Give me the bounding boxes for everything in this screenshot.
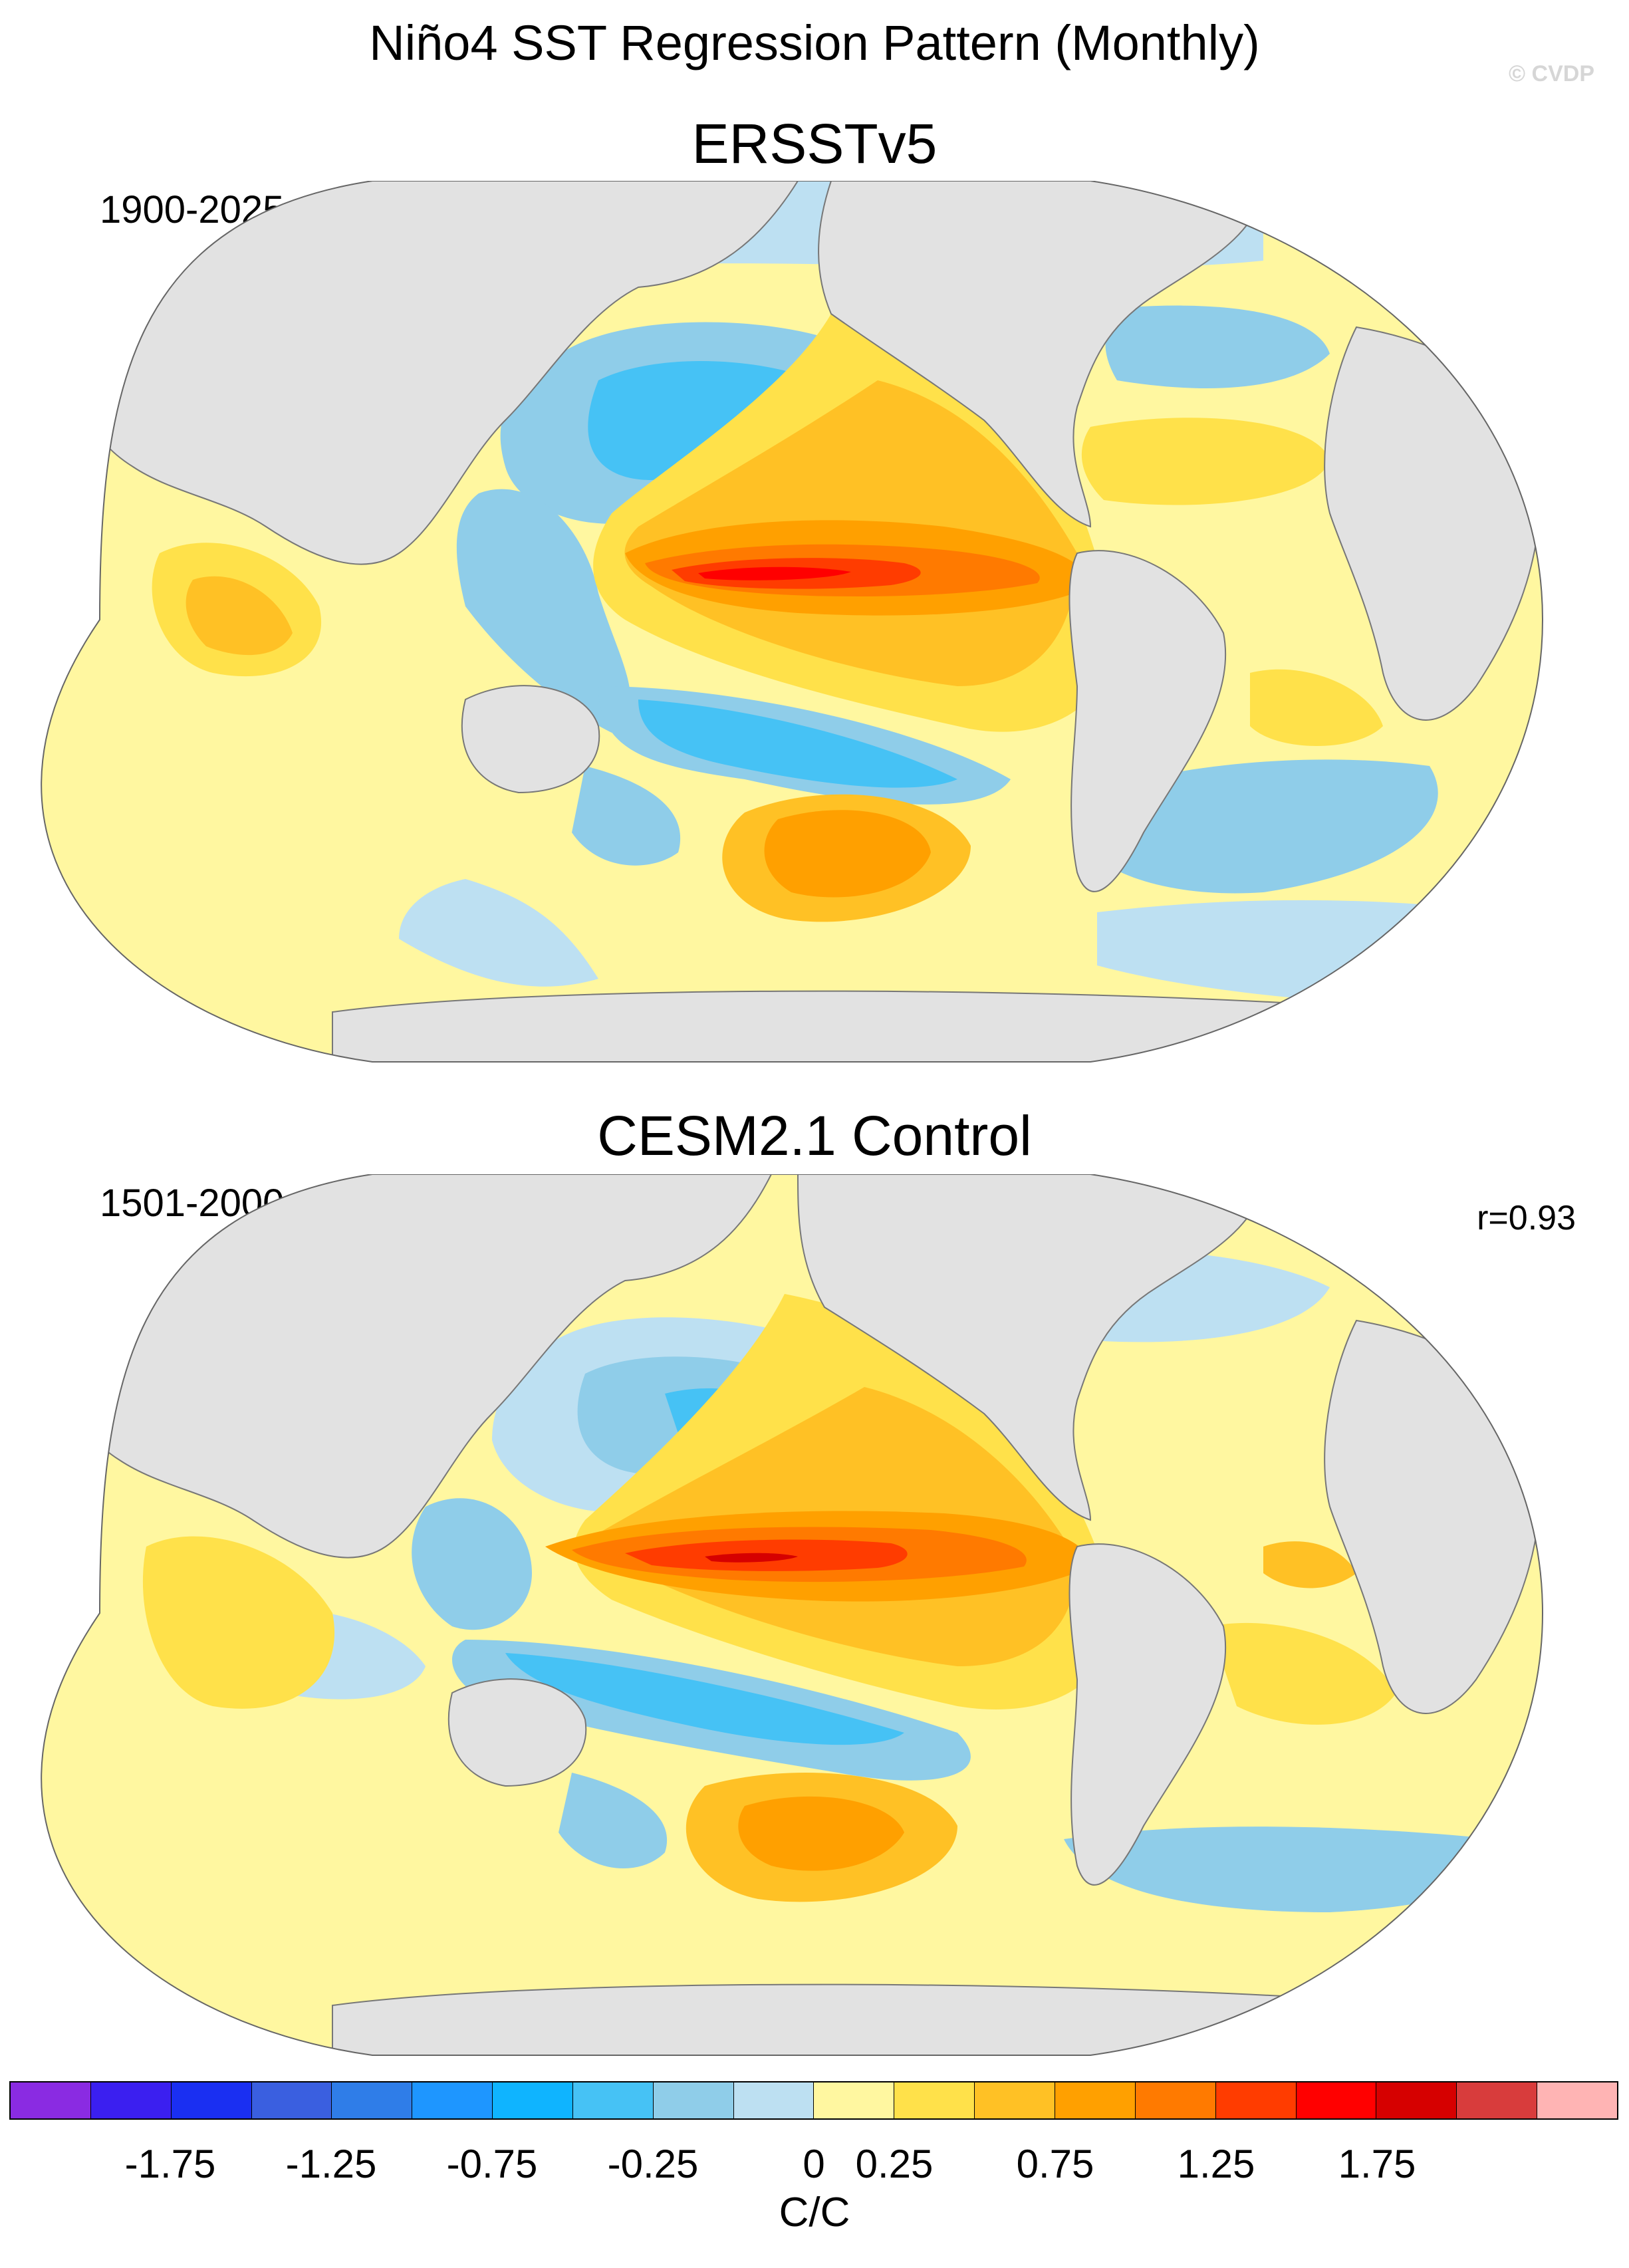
antarctica	[332, 990, 1330, 1062]
colorbar-tick-label: -1.25	[285, 2142, 377, 2186]
southern-ocean-cool	[1064, 1827, 1501, 1912]
colorbar-segment	[975, 2082, 1055, 2118]
colorbar-segment	[251, 2082, 332, 2118]
colorbar-segment	[493, 2082, 573, 2118]
colorbar-segment	[1457, 2082, 1538, 2118]
indian-southern-cool	[399, 879, 598, 987]
australia	[447, 1678, 587, 1787]
colorbar-segment	[412, 2082, 493, 2118]
map-outline	[41, 181, 1544, 1063]
north-atlantic-cool	[1105, 305, 1330, 388]
south-america	[1068, 550, 1227, 892]
land-masses	[79, 181, 1543, 1062]
indian-ocean-warm-core	[186, 576, 293, 656]
colorbar-segment	[894, 2082, 975, 2118]
south-atlantic-warm	[1210, 1622, 1396, 1725]
colorbar-segment	[1376, 2082, 1457, 2118]
colorbar-segment	[733, 2082, 814, 2118]
colorbar-segment	[572, 2082, 654, 2118]
colorbar-segment	[332, 2082, 413, 2118]
colorbar-tick-label: 1.75	[1338, 2142, 1416, 2186]
colorbar-tick-label: -0.75	[446, 2142, 538, 2186]
indian-ocean-warm	[142, 1536, 335, 1709]
colorbar-tick-label: 0.25	[855, 2142, 934, 2186]
colorbar-segment	[1537, 2082, 1617, 2118]
equatorial-warm-peak	[705, 1553, 798, 1563]
colorbar-segment	[1135, 2082, 1216, 2118]
south-pacific-cool-core	[638, 699, 957, 788]
colorbar	[9, 2081, 1618, 2120]
colorbar-segment	[814, 2082, 895, 2118]
colorbar-segment	[653, 2082, 734, 2118]
colorbar-segment	[1215, 2082, 1297, 2118]
colorbar-tick-label: -1.75	[124, 2142, 216, 2186]
colorbar-tick-label: 0.75	[1016, 2142, 1094, 2186]
tasman-cool	[559, 1773, 668, 1868]
north-america	[818, 181, 1265, 528]
south-pacific-warm-core	[738, 1796, 904, 1871]
watermark-text: © CVDP	[1509, 61, 1594, 86]
figure-title: Niño4 SST Regression Pattern (Monthly)	[369, 15, 1260, 70]
west-pacific-cool	[456, 489, 631, 733]
panel-2-title: CESM2.1 Control	[597, 1104, 1032, 1167]
panel-2-map	[41, 1174, 1544, 2056]
colorbar-units: C/C	[779, 2190, 850, 2235]
north-atlantic-warm	[1081, 418, 1330, 505]
colorbar-tick-label: 0	[803, 2142, 825, 2186]
south-pacific-cool-core	[505, 1653, 904, 1745]
antarctica	[332, 1983, 1330, 2055]
south-atlantic-warm-core	[1263, 1541, 1356, 1588]
colorbar-tick-label: -0.25	[607, 2142, 699, 2186]
colorbar-segment	[1296, 2082, 1377, 2118]
colorbar-segment	[11, 2082, 91, 2118]
land-masses	[70, 1174, 1543, 2055]
australia	[461, 685, 600, 794]
panel-1-title: ERSSTv5	[691, 112, 938, 175]
south-america	[1068, 1543, 1227, 1886]
colorbar-segment	[171, 2082, 252, 2118]
colorbar-tick-label: 1.25	[1177, 2142, 1255, 2186]
south-pacific-warm-core	[764, 810, 931, 898]
colorbar-segment	[90, 2082, 172, 2118]
equatorial-warm-peak	[698, 567, 851, 580]
map-outline	[41, 1174, 1544, 2056]
south-atlantic-warm	[1250, 669, 1383, 746]
panel-2-correlation: r=0.93	[1477, 1199, 1576, 1237]
maritime-continent-cool	[412, 1498, 532, 1630]
panel-1-map	[41, 181, 1544, 1063]
north-america	[797, 1174, 1265, 1521]
colorbar-segment	[1055, 2082, 1136, 2118]
tasman-cool	[572, 766, 681, 866]
